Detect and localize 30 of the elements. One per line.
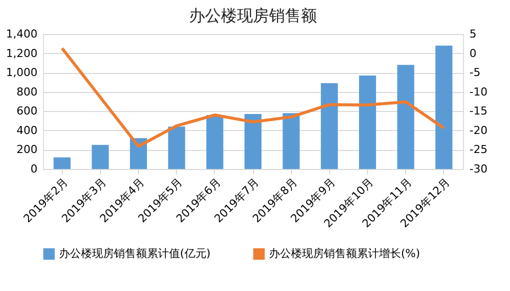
y-tick-label: 400 (16, 124, 38, 137)
y2-tick-label: -5 (470, 66, 480, 80)
y-tick-label: 1,400 (6, 28, 38, 40)
y2-tick-label: 0 (470, 46, 476, 60)
y-tick-label: 1,200 (6, 46, 38, 60)
bar (359, 75, 376, 169)
bar (282, 113, 300, 169)
y-tick-label: 200 (16, 143, 38, 156)
y-tick-label: 1,000 (6, 66, 38, 80)
y2-tick-label: 5 (470, 28, 476, 40)
y2-tick-label: -20 (470, 124, 488, 137)
bar (435, 46, 452, 169)
chart-title: 办公楼现房销售额 (189, 6, 317, 25)
bar (244, 114, 262, 169)
bar (54, 157, 71, 169)
y-tick-label: 800 (16, 85, 38, 98)
y-tick-label: 0 (30, 162, 38, 176)
legend-label: 办公楼现房销售额累计增长(%) (269, 247, 420, 260)
bar (168, 126, 186, 169)
legend-label: 办公楼现房销售额累计值(亿元) (59, 247, 211, 260)
bar (320, 83, 338, 169)
y2-tick-label: -25 (470, 143, 488, 156)
y-tick-label: 600 (16, 104, 38, 118)
bar (92, 144, 109, 169)
y2-tick-label: -15 (470, 104, 488, 118)
line-series (60, 46, 446, 148)
y2-tick-label: -10 (470, 85, 488, 98)
bar (206, 115, 224, 169)
bar (397, 64, 414, 169)
y2-tick-label: -30 (470, 162, 488, 176)
